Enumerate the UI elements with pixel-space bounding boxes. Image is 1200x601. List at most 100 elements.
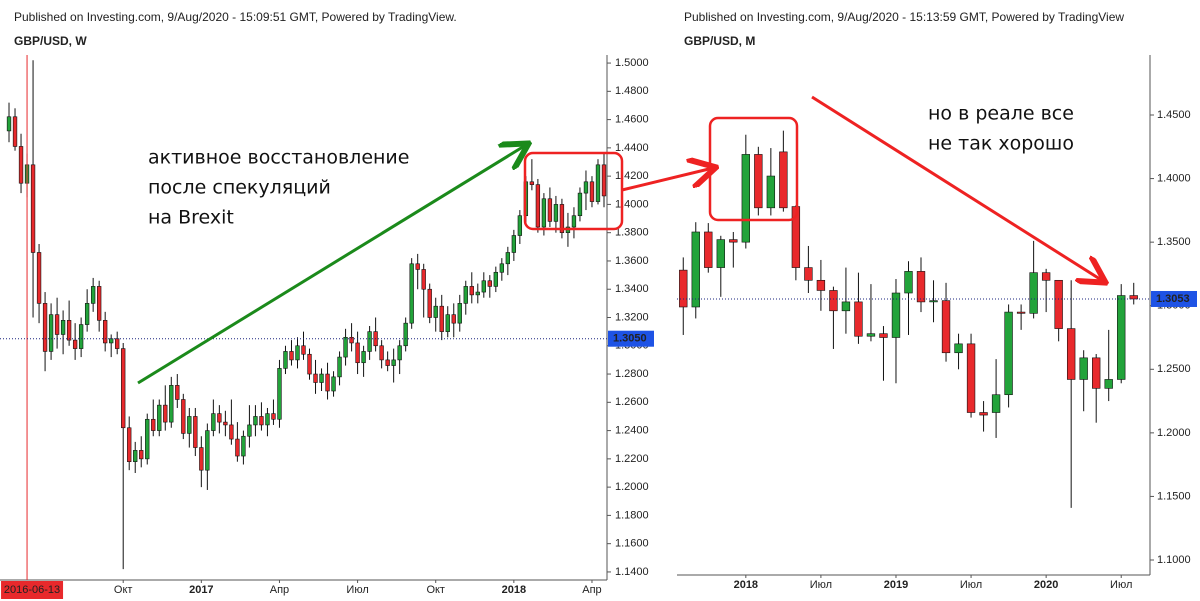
x-tick-label: Июл: [810, 579, 832, 591]
candle-body: [1104, 379, 1113, 389]
candle-body: [704, 231, 713, 268]
candle-body: [385, 359, 390, 366]
candle-body: [391, 359, 396, 366]
symbol-title: GBP/USD, W: [14, 34, 87, 48]
green-arrow: [137, 145, 526, 385]
candle-body: [493, 271, 498, 287]
candle-body: [78, 324, 84, 349]
x-tick-label: 2018: [734, 579, 758, 591]
candle-body: [277, 368, 282, 420]
y-tick-label: 1.2200: [615, 453, 649, 465]
annotation: не так хорошо: [928, 133, 1074, 155]
candle-body: [295, 345, 300, 361]
candle-body: [211, 413, 216, 431]
red-arrow: [811, 95, 1103, 281]
candle-body: [457, 303, 462, 324]
y-tick-label: 1.2000: [1157, 427, 1191, 439]
candle-body: [583, 181, 589, 194]
candle-body: [451, 314, 456, 324]
candle-body: [175, 385, 180, 400]
candle-body: [409, 263, 414, 324]
candle-body: [691, 231, 700, 308]
x-tick-label: Июл: [960, 579, 982, 591]
candle-body: [265, 413, 270, 426]
candle-body: [463, 286, 468, 304]
candle-body: [559, 204, 565, 233]
candle-body: [1016, 311, 1026, 314]
candle-body: [109, 338, 114, 344]
annotation: но в реале все: [928, 103, 1074, 125]
candle-body: [904, 271, 913, 294]
candle-body: [289, 351, 294, 361]
candle-body: [66, 320, 72, 341]
candle-body: [829, 290, 838, 312]
candle-body: [235, 438, 240, 457]
candle-body: [929, 300, 938, 303]
candle-body: [469, 286, 474, 296]
candle-body: [816, 279, 826, 291]
candle-body: [301, 345, 306, 355]
candle-body: [679, 269, 688, 308]
candle-body: [36, 252, 42, 304]
y-tick-label: 1.3800: [615, 227, 649, 239]
candle-body: [145, 418, 150, 460]
candle-body: [1029, 272, 1038, 314]
candle-body: [589, 181, 595, 202]
candle-body: [1054, 279, 1063, 329]
x-tick-label: Июл: [1110, 579, 1132, 591]
y-tick-label: 1.4400: [615, 142, 649, 154]
candle-body: [439, 305, 444, 332]
candle-body: [1079, 357, 1088, 380]
candle-body: [42, 303, 48, 352]
candle-body: [18, 146, 24, 184]
header: Published on Investing.com, 9/Aug/2020 -…: [684, 10, 1124, 24]
candle-body: [891, 292, 901, 338]
x-tick-label: Апр: [270, 584, 289, 596]
y-tick-label: 1.2800: [615, 368, 649, 380]
candle-body: [271, 413, 276, 420]
candle-body: [577, 192, 583, 217]
candle-body: [90, 286, 96, 304]
candle-body: [325, 373, 330, 392]
candle-body: [1117, 295, 1126, 380]
candle-body: [139, 450, 144, 460]
candle-body: [499, 263, 504, 273]
candle-body: [199, 447, 204, 471]
y-tick-label: 1.5000: [615, 57, 649, 69]
candle-body: [343, 336, 348, 358]
candle-body: [481, 280, 486, 293]
x-tick-label: Окт: [426, 584, 445, 596]
y-tick-label: 1.2500: [1157, 363, 1191, 375]
candle-body: [1129, 295, 1138, 300]
candle-body: [54, 314, 60, 335]
candle-body: [247, 424, 252, 437]
candle-body: [169, 385, 174, 423]
symbol-title: GBP/USD, M: [684, 34, 755, 48]
annotation: после спекуляций: [148, 177, 331, 199]
candle-body: [766, 175, 776, 209]
annotation: на Brexit: [148, 207, 234, 229]
candle-body: [487, 280, 492, 287]
candle-body: [187, 416, 192, 434]
candle-body: [84, 303, 90, 325]
candle-body: [48, 314, 54, 352]
candle-body: [121, 348, 126, 429]
candle-body: [879, 333, 888, 338]
y-tick-label: 1.1500: [1157, 490, 1191, 502]
candle-body: [804, 267, 813, 281]
y-tick-label: 1.4500: [1157, 109, 1191, 121]
candle-body: [966, 343, 976, 413]
y-tick-label: 1.2000: [615, 481, 649, 493]
candle-body: [954, 343, 963, 354]
candle-body: [103, 320, 108, 344]
candle-body: [854, 301, 863, 337]
y-tick-label: 1.4800: [615, 85, 649, 97]
x-tick-label: 2018: [502, 584, 526, 596]
candle-body: [433, 305, 438, 318]
candle-body: [72, 339, 78, 349]
candle-body: [511, 235, 517, 253]
y-tick-label: 1.3500: [1157, 236, 1191, 248]
candle-body: [595, 164, 601, 202]
candle-body: [223, 421, 228, 426]
